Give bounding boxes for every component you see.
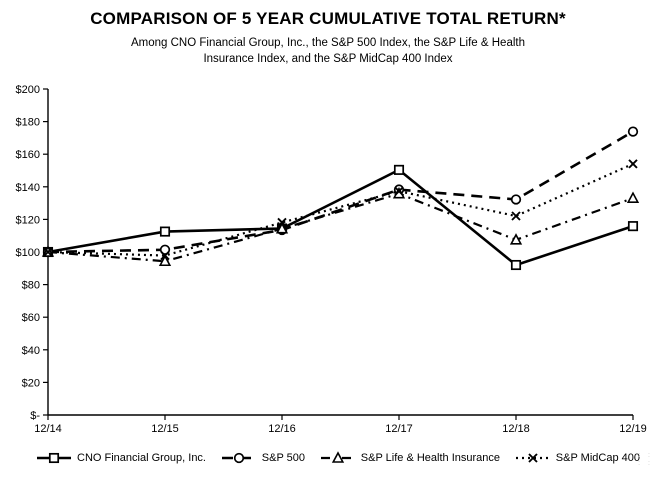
- x-tick-label: 12/18: [502, 423, 530, 435]
- square-marker-icon: [48, 452, 60, 464]
- legend-label-sp-life-health: S&P Life & Health Insurance: [360, 452, 501, 464]
- triangle-marker-icon: [509, 233, 523, 245]
- y-tick-label: $40: [22, 345, 40, 357]
- circle-marker-icon: [233, 452, 244, 464]
- legend-label-cno: CNO Financial Group, Inc.: [77, 452, 206, 464]
- x-tick-label: 12/14: [34, 423, 62, 435]
- circle-marker-icon: [510, 194, 522, 205]
- scan-artifact-row2: : :: [638, 460, 653, 467]
- x-marker-icon: [394, 186, 404, 196]
- circle-marker-icon: [627, 126, 639, 137]
- scan-artifact-dots: : : : :: [638, 452, 653, 468]
- series-line: [47, 162, 634, 257]
- y-tick-label: $140: [16, 182, 40, 194]
- chart-subtitle: Among CNO Financial Group, Inc., the S&P…: [0, 35, 656, 67]
- y-tick-label: $80: [22, 280, 40, 292]
- chart-subtitle-line2: Insurance Index, and the S&P MidCap 400 …: [203, 53, 453, 65]
- x-tick-label: 12/17: [385, 423, 413, 435]
- legend: CNO Financial Group, Inc. S&P 500 S&P Li…: [36, 445, 640, 471]
- series-line: [47, 130, 634, 254]
- x-marker-icon: [43, 247, 53, 257]
- y-tick-label: $200: [16, 84, 40, 96]
- legend-label-sp-midcap: S&P MidCap 400: [555, 452, 640, 464]
- y-tick-label: $60: [22, 312, 40, 324]
- y-tick-label: $180: [16, 117, 40, 129]
- x-tick-label: 12/16: [268, 423, 296, 435]
- legend-item-sp-life-health: S&P Life & Health Insurance: [320, 451, 500, 465]
- square-marker-icon: [510, 259, 522, 271]
- triangle-marker-icon: [275, 221, 289, 234]
- y-tick-label: $100: [16, 247, 40, 259]
- scan-artifact-row1: : :: [638, 452, 653, 459]
- triangle-marker-icon: [626, 191, 640, 203]
- legend-sample-solid-square-icon: [37, 452, 71, 464]
- triangle-marker-icon: [331, 451, 344, 463]
- x-marker-icon: [628, 159, 638, 169]
- x-tick-label: 12/19: [619, 423, 647, 435]
- legend-item-sp500: S&P 500: [221, 451, 305, 465]
- square-marker-icon: [393, 164, 405, 175]
- x-marker-icon: [528, 453, 538, 463]
- legend-sample-dotted-x-icon: [515, 453, 550, 463]
- series-line: [47, 192, 634, 263]
- legend-label-sp500: S&P 500: [261, 452, 306, 464]
- square-marker-icon: [159, 226, 171, 237]
- legend-item-sp-midcap: S&P MidCap 400: [515, 451, 640, 465]
- y-tick-label: $160: [16, 149, 40, 161]
- legend-sample-dashed-circle-icon: [221, 452, 256, 464]
- y-tick-label: $120: [16, 214, 40, 226]
- x-marker-icon: [160, 250, 170, 261]
- x-marker-icon: [511, 211, 521, 221]
- legend-item-cno: CNO Financial Group, Inc.: [36, 451, 206, 465]
- y-tick-label: $-: [30, 410, 40, 422]
- chart-title: COMPARISON OF 5 YEAR CUMULATIVE TOTAL RE…: [90, 9, 566, 28]
- chart-subtitle-line1: Among CNO Financial Group, Inc., the S&P…: [131, 37, 525, 49]
- legend-sample-dashdot-triangle-icon: [320, 451, 355, 463]
- x-tick-label: 12/15: [151, 423, 179, 435]
- square-marker-icon: [627, 221, 639, 232]
- x-marker-icon: [277, 217, 287, 228]
- series-line: [47, 168, 634, 267]
- y-tick-label: $20: [22, 377, 40, 389]
- triangle-marker-icon: [158, 254, 172, 267]
- circle-marker-icon: [159, 244, 171, 255]
